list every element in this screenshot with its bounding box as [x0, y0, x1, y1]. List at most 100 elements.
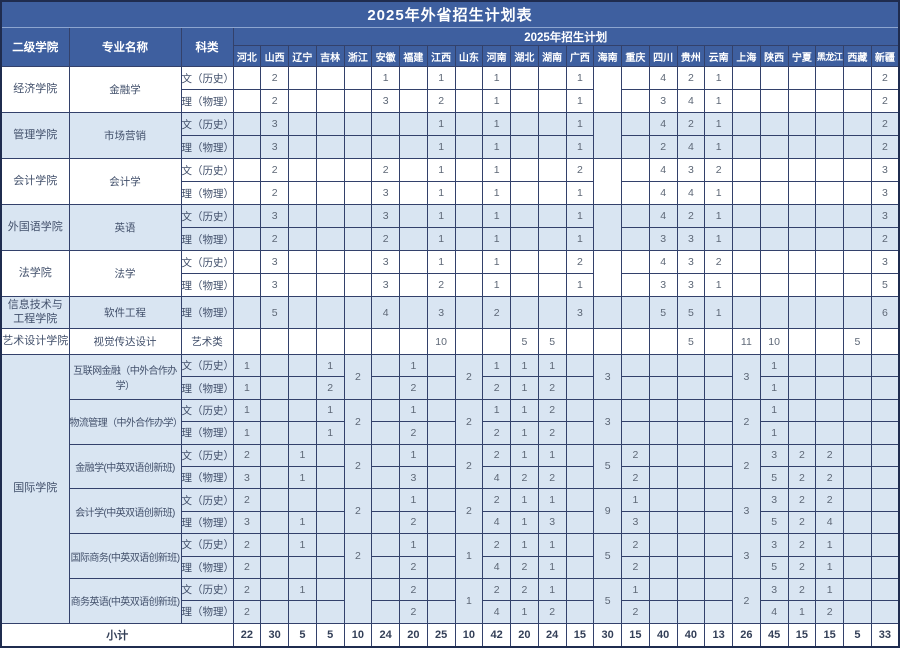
college-cell: 国际学院: [0, 354, 70, 624]
plan-cell: [260, 577, 289, 602]
plan-cell: 3: [232, 510, 262, 535]
province-header: 山东: [454, 45, 484, 67]
plan-cell: [759, 158, 789, 182]
plan-cell: [704, 577, 733, 602]
plan-cell: 1: [815, 533, 844, 557]
plan-cell: [704, 600, 733, 624]
plan-cell: 2: [371, 227, 400, 251]
plan-cell: 2: [482, 443, 511, 467]
plan-cell: 1: [315, 398, 345, 423]
plan-cell: [315, 204, 345, 228]
plan-cell: 2: [343, 354, 373, 400]
plan-cell: [843, 353, 872, 378]
plan-cell: [870, 421, 900, 445]
plan-cell: [343, 328, 373, 355]
plan-cell: 2: [676, 66, 706, 90]
plan-cell: 1: [288, 510, 317, 535]
plan-cell: [732, 158, 761, 182]
plan-cell: [315, 465, 345, 490]
plan-cell: [704, 376, 733, 400]
plan-cell: [232, 296, 262, 329]
plan-cell: 2: [787, 577, 817, 602]
table-row: 理（物理） 2 2 1 1 1 3 3 1 2: [1, 227, 900, 251]
plan-cell: [759, 89, 789, 113]
table-row: 理（物理） 1 2 2 2 1 2 1: [1, 376, 900, 400]
plan-cell: [537, 66, 567, 90]
plan-cell: 4: [482, 465, 511, 490]
plan-cell: 4: [676, 89, 706, 113]
page-title: 2025年外省招生计划表: [0, 0, 900, 28]
plan-cell: 2: [315, 376, 345, 400]
subtotal-cell: 26: [732, 622, 761, 648]
plan-cell: 5: [870, 273, 900, 297]
province-header: 贵州: [676, 45, 706, 67]
plan-cell: 3: [371, 89, 400, 113]
plan-cell: [787, 135, 817, 159]
plan-cell: [759, 227, 789, 251]
plan-cell: 1: [482, 66, 511, 90]
plan-cell: [704, 353, 733, 378]
plan-cell: [537, 273, 567, 297]
plan-cell: [621, 158, 650, 182]
plan-cell: 2: [537, 421, 567, 445]
province-header: 西藏: [843, 45, 872, 67]
category-cell: 理（物理）: [180, 227, 234, 251]
plan-cell: [704, 443, 733, 467]
plan-cell: [815, 135, 844, 159]
plan-cell: [371, 376, 400, 400]
table-row: 金融学(中英双语创新班) 文（历史） 2 1 2 1 2 2 1 1 5 2 2 3 2 2: [1, 443, 900, 490]
plan-cell: [510, 89, 539, 113]
plan-cell: [260, 421, 289, 445]
plan-cell: [288, 421, 317, 445]
table-row: 经济学院 金融学 文（历史） 2 1 1 1 1 4 2 1 2: [0, 66, 900, 113]
table-row: 会计学(中英双语创新班) 文（历史） 2 2 1 2 2 1 1 9 1 3 3 2 2: [1, 488, 900, 535]
plan-cell: [676, 510, 706, 535]
plan-cell: [232, 135, 262, 159]
plan-cell: [815, 181, 844, 205]
plan-cell: 1: [621, 577, 650, 602]
plan-cell: [648, 421, 678, 445]
plan-cell: [704, 510, 733, 535]
college-cell: 法学院: [0, 250, 70, 297]
plan-cell: [565, 510, 595, 535]
plan-cell: 2: [260, 66, 289, 90]
plan-cell: [454, 181, 484, 205]
category-cell: 文（历史）: [180, 112, 234, 136]
plan-cell: [870, 353, 900, 378]
plan-cell: 2: [676, 204, 706, 228]
plan-cell: [843, 296, 872, 329]
plan-cell: [371, 465, 400, 490]
plan-cell: [815, 66, 844, 90]
plan-cell: 1: [704, 296, 733, 329]
province-header: 吉林: [315, 45, 345, 67]
plan-cell: [787, 204, 817, 228]
category-cell: 艺术类: [180, 328, 234, 355]
plan-cell: [843, 465, 872, 490]
plan-cell: [704, 488, 733, 512]
province-header: 云南: [704, 45, 733, 67]
plan-cell: 1: [704, 204, 733, 228]
plan-cell: [454, 296, 484, 329]
plan-cell: 1: [510, 443, 539, 467]
province-header: 湖南: [537, 45, 567, 67]
plan-cell: [732, 89, 761, 113]
category-cell: 文（历史）: [180, 250, 234, 274]
plan-cell: 3: [371, 181, 400, 205]
plan-cell: 3: [759, 533, 789, 557]
plan-cell: [870, 328, 900, 355]
plan-cell: [371, 135, 400, 159]
plan-cell: 2: [815, 488, 844, 512]
college-cell: 会计学院: [0, 158, 70, 205]
plan-cell: [732, 181, 761, 205]
plan-cell: [315, 533, 345, 557]
plan-cell: [510, 181, 539, 205]
plan-cell: 3: [565, 296, 595, 329]
plan-cell: 1: [426, 250, 456, 274]
plan-cell: 1: [426, 135, 456, 159]
plan-cell: 1: [537, 577, 567, 602]
plan-cell: [621, 112, 650, 136]
subtotal-cell: 45: [759, 622, 789, 648]
plan-cell: [537, 89, 567, 113]
plan-cell: 1: [288, 465, 317, 490]
province-header: 河北: [232, 45, 262, 67]
